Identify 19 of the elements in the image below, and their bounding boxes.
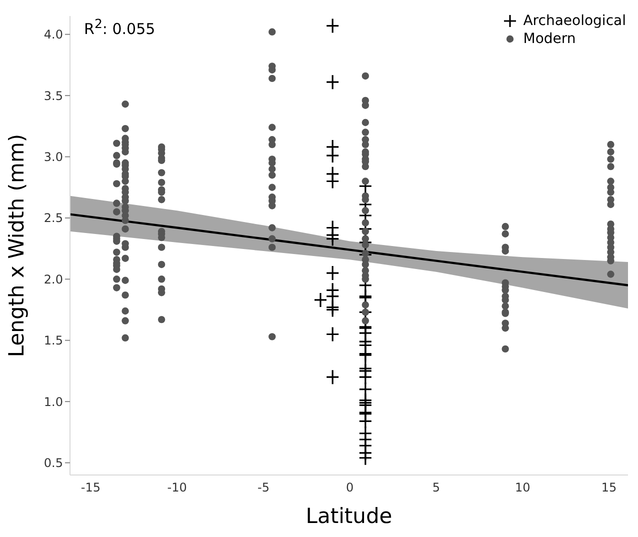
x-tick-label: 0 xyxy=(346,480,354,495)
x-axis-title: Latitude xyxy=(306,504,392,528)
y-tick-label: 3.0 xyxy=(44,150,63,164)
x-tick-label: 15 xyxy=(601,480,617,495)
x-tick-label: -15 xyxy=(80,480,101,495)
y-tick-label: 1.5 xyxy=(44,334,63,348)
annotation: R$^{2}$: 0.055 xyxy=(84,16,156,38)
legend-label: Archaeological xyxy=(523,12,626,30)
y-tick-label: 3.5 xyxy=(44,88,63,103)
legend-label: Modern xyxy=(523,30,576,48)
y-tick-label: 1.0 xyxy=(44,394,63,409)
y-tick-label: 4.0 xyxy=(44,28,63,42)
x-tick-label: -5 xyxy=(258,480,270,495)
y-tick-label: 0.5 xyxy=(44,456,63,470)
y-tick-label: 2.0 xyxy=(44,272,63,286)
x-tick-label: -10 xyxy=(167,480,187,495)
y-tick-label: 2.5 xyxy=(44,211,63,226)
x-tick-label: 5 xyxy=(432,480,440,495)
x-tick-label: 10 xyxy=(514,480,530,495)
